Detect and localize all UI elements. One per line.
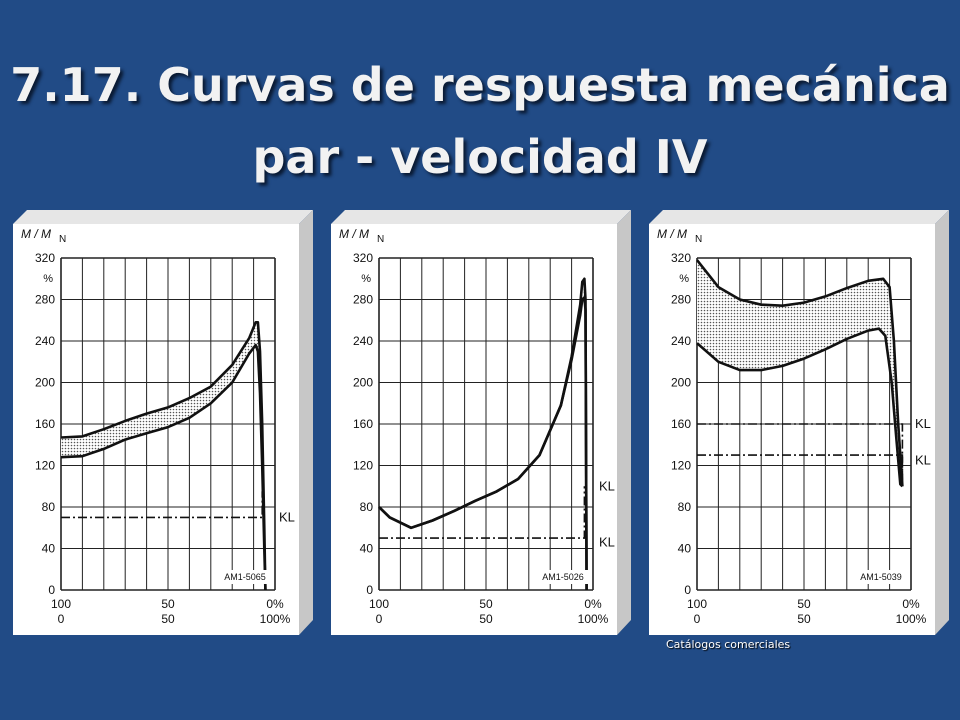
y-tick-label: 0 xyxy=(366,583,373,597)
x-tick-label-slip: 100 xyxy=(51,597,71,611)
x-tick-label-speed: 0 xyxy=(376,612,383,626)
panel-side-edge xyxy=(935,210,949,635)
chart-svg-3: 320 280 240 200 160 120 80 40 0% M / M N 100 50 0% 0 50… xyxy=(649,210,949,635)
y-tick-label: 240 xyxy=(671,334,691,348)
y-axis-label-subscript: N xyxy=(59,234,66,245)
x-tick-label-speed: 50 xyxy=(797,612,811,626)
y-tick-label: 160 xyxy=(353,417,373,431)
load-curve-label: KL xyxy=(599,534,615,549)
load-curve-label: KL xyxy=(279,509,295,524)
x-tick-label-slip: 0% xyxy=(584,597,602,611)
y-tick-label: 200 xyxy=(35,376,55,390)
page-title-line-1: 7.17. Curvas de respuesta mecánica xyxy=(10,58,950,112)
y-axis-label: M / M xyxy=(339,227,369,241)
x-tick-label-slip: 50 xyxy=(797,597,811,611)
y-tick-label: 240 xyxy=(35,334,55,348)
y-tick-label: 80 xyxy=(42,500,56,514)
panel-top-edge xyxy=(331,210,631,224)
y-tick-label: 0 xyxy=(48,583,55,597)
diagram-code: AM1-5065 xyxy=(224,572,266,582)
diagram-code-bg xyxy=(535,570,591,584)
torque-curve-lower xyxy=(60,343,267,591)
y-axis-label-subscript: N xyxy=(377,234,384,245)
x-tick-label-speed: 100% xyxy=(578,612,609,626)
x-tick-label-speed: 100% xyxy=(896,612,927,626)
y-axis-label: M / M xyxy=(21,227,51,241)
x-tick-label-slip: 100 xyxy=(687,597,707,611)
tolerance-band xyxy=(61,322,266,590)
y-tick-label: 80 xyxy=(360,500,374,514)
x-tick-label-speed: 0 xyxy=(694,612,701,626)
torque-curve-lower xyxy=(378,296,588,591)
y-tick-label: 240 xyxy=(353,334,373,348)
y-tick-label: 280 xyxy=(353,293,373,307)
x-tick-label-speed: 50 xyxy=(161,612,175,626)
y-tick-label: 280 xyxy=(35,293,55,307)
x-tick-label-slip: 50 xyxy=(161,597,175,611)
chart-panel-3: 320 280 240 200 160 120 80 40 0% M / M N 100 50 0% 0 50… xyxy=(649,210,949,635)
y-tick-label: 200 xyxy=(671,376,691,390)
page-title-line-2: par - velocidad IV xyxy=(252,130,708,184)
y-tick-label: 120 xyxy=(35,459,55,473)
torque-curve-lower xyxy=(696,327,904,488)
y-tick-label: 40 xyxy=(42,542,56,556)
y-tick-label: 320 xyxy=(671,251,691,265)
torque-curve-upper xyxy=(60,321,267,591)
y-tick-label: 40 xyxy=(678,542,692,556)
y-tick-label: 40 xyxy=(360,542,374,556)
y-unit-label: % xyxy=(679,273,689,285)
y-tick-label: 320 xyxy=(35,251,55,265)
x-tick-label-slip: 0% xyxy=(266,597,284,611)
load-curve-label: KL xyxy=(599,478,615,493)
x-tick-label-speed: 100% xyxy=(260,612,291,626)
diagram-code: AM1-5039 xyxy=(860,572,902,582)
chart-panel-2: 320 280 240 200 160 120 80 40 0% M / M N 100 50 0% 0 50… xyxy=(331,210,631,635)
load-curve-label: KL xyxy=(915,452,931,467)
load-curve-kl xyxy=(379,486,586,539)
diagram-code-bg xyxy=(853,570,909,584)
y-tick-label: 120 xyxy=(353,459,373,473)
torque-curve-upper xyxy=(695,259,904,487)
panel-side-edge xyxy=(299,210,313,635)
y-axis-label-subscript: N xyxy=(695,234,702,245)
panel-side-edge xyxy=(617,210,631,635)
load-curve-kl xyxy=(697,423,904,487)
chart-panel-1: 320 280 240 200 160 120 80 40 0% M / M N 100 50 0% 0 50… xyxy=(13,210,313,635)
y-unit-label: % xyxy=(361,273,371,285)
y-tick-label: 0 xyxy=(684,583,691,597)
y-tick-label: 280 xyxy=(671,293,691,307)
load-curve-label: KL xyxy=(915,416,931,431)
x-tick-label-slip: 100 xyxy=(369,597,389,611)
y-axis-label: M / M xyxy=(657,227,687,241)
diagram-code: AM1-5026 xyxy=(542,572,584,582)
chart-svg-2: 320 280 240 200 160 120 80 40 0% M / M N 100 50 0% 0 50… xyxy=(331,210,631,635)
tolerance-band xyxy=(697,260,903,487)
y-tick-label: 80 xyxy=(678,500,692,514)
y-tick-label: 160 xyxy=(671,417,691,431)
source-caption: Catálogos comerciales xyxy=(666,638,791,651)
load-curve-kl xyxy=(697,454,904,487)
panel-top-edge xyxy=(13,210,313,224)
x-tick-label-slip: 0% xyxy=(902,597,920,611)
y-tick-label: 320 xyxy=(353,251,373,265)
y-tick-label: 120 xyxy=(671,459,691,473)
y-unit-label: % xyxy=(43,273,53,285)
diagram-code-bg xyxy=(217,570,273,584)
y-tick-label: 200 xyxy=(353,376,373,390)
x-tick-label-speed: 0 xyxy=(58,612,65,626)
panel-top-edge xyxy=(649,210,949,224)
x-tick-label-slip: 50 xyxy=(479,597,493,611)
x-tick-label-speed: 50 xyxy=(479,612,493,626)
chart-svg-1: 320 280 240 200 160 120 80 40 0% M / M N 100 50 0% 0 50… xyxy=(13,210,313,635)
y-tick-label: 160 xyxy=(35,417,55,431)
